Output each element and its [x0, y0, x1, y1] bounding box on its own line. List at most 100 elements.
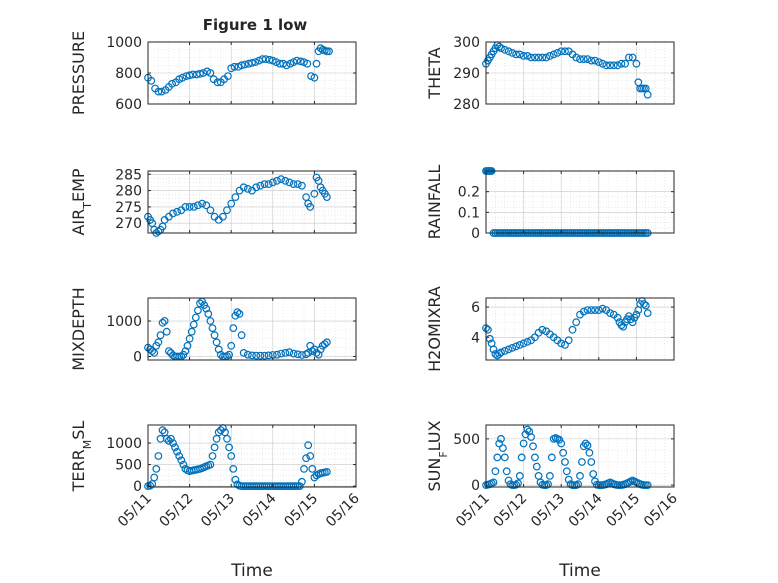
- data-point: [587, 306, 596, 315]
- y-tick-label: 1000: [106, 314, 142, 330]
- axes-box: [485, 170, 675, 234]
- data-point: [538, 53, 547, 62]
- y-tick-label: 0.2: [458, 185, 480, 201]
- data-point: [523, 52, 532, 60]
- data-point: [497, 348, 505, 357]
- x-tick-label: 05/11: [115, 491, 155, 531]
- data-point: [585, 448, 594, 457]
- data-point: [285, 348, 294, 357]
- data-point: [557, 339, 566, 348]
- y-tick-label: 6: [471, 300, 480, 316]
- y-tick-label: 280: [453, 97, 480, 113]
- data-point: [591, 306, 599, 315]
- data-point: [178, 73, 187, 82]
- data-point: [273, 176, 281, 185]
- data-point: [591, 56, 599, 65]
- data-point: [534, 53, 543, 62]
- data-point: [531, 453, 539, 462]
- data-point: [212, 338, 221, 347]
- data-point: [268, 178, 277, 187]
- data-point: [306, 452, 315, 460]
- data-point: [643, 90, 652, 99]
- data-point: [497, 44, 505, 53]
- data-point: [538, 325, 547, 334]
- axes-box: [147, 297, 357, 361]
- data-point: [282, 61, 291, 70]
- data-point: [179, 460, 188, 469]
- data-point: [148, 347, 157, 356]
- x-axis-label: Time: [230, 561, 273, 581]
- data-point: [641, 301, 650, 310]
- data-point: [314, 350, 323, 359]
- data-point: [542, 53, 551, 62]
- data-point: [310, 73, 319, 82]
- data-point: [512, 342, 520, 351]
- data-point: [231, 193, 240, 202]
- data-point: [598, 304, 607, 313]
- y-tick-label: 600: [115, 97, 142, 113]
- data-point: [621, 59, 629, 68]
- data-point: [251, 58, 260, 66]
- data-point: [553, 49, 562, 57]
- series-markers: [482, 41, 652, 99]
- data-point: [572, 318, 581, 327]
- data-point: [177, 456, 186, 465]
- data-point: [562, 467, 571, 476]
- data-point: [303, 59, 312, 68]
- y-tick-label: 0: [471, 226, 480, 242]
- data-point: [628, 53, 637, 62]
- data-point: [547, 453, 556, 462]
- data-point: [281, 176, 290, 185]
- data-point: [589, 470, 598, 478]
- data-point: [265, 55, 274, 64]
- data-point: [210, 331, 219, 340]
- data-point: [643, 309, 652, 318]
- data-point: [308, 347, 317, 356]
- data-point: [504, 476, 513, 485]
- axes-box: [485, 424, 675, 488]
- data-point: [527, 433, 535, 441]
- data-point: [523, 338, 532, 346]
- data-point: [640, 300, 648, 308]
- data-point: [298, 181, 306, 190]
- x-tick-label: 05/11: [453, 491, 493, 531]
- data-point: [198, 199, 207, 208]
- data-point: [248, 351, 256, 360]
- y-tick-label: 800: [115, 66, 142, 82]
- data-point: [519, 439, 528, 448]
- data-point: [606, 61, 614, 70]
- data-point: [587, 458, 596, 466]
- data-point: [223, 434, 231, 443]
- data-point: [323, 193, 331, 202]
- data-point: [206, 317, 215, 325]
- data-point: [164, 347, 173, 356]
- data-point: [512, 480, 520, 489]
- data-point: [154, 338, 163, 347]
- subplot-theta: 280 290 300 THETA: [425, 35, 675, 113]
- y-tick-label: 500: [453, 432, 480, 448]
- data-point: [229, 324, 238, 333]
- data-point: [527, 53, 535, 62]
- data-point: [191, 313, 200, 322]
- data-point: [213, 78, 222, 87]
- data-point: [223, 352, 231, 361]
- data-point: [632, 59, 641, 68]
- data-point: [572, 53, 581, 62]
- axes-box: [485, 297, 675, 361]
- data-point: [493, 453, 502, 462]
- data-point: [227, 341, 236, 350]
- x-tick-label: 05/16: [323, 490, 363, 530]
- y-tick-label: 1000: [106, 35, 142, 51]
- data-point: [502, 467, 511, 476]
- data-point: [310, 189, 319, 198]
- data-point: [230, 62, 239, 71]
- data-point: [243, 350, 252, 359]
- y-tick-label: 0.1: [458, 205, 480, 221]
- data-point: [189, 320, 198, 329]
- data-point: [173, 447, 182, 456]
- data-point: [206, 460, 215, 469]
- y-tick-label: 0: [133, 349, 142, 365]
